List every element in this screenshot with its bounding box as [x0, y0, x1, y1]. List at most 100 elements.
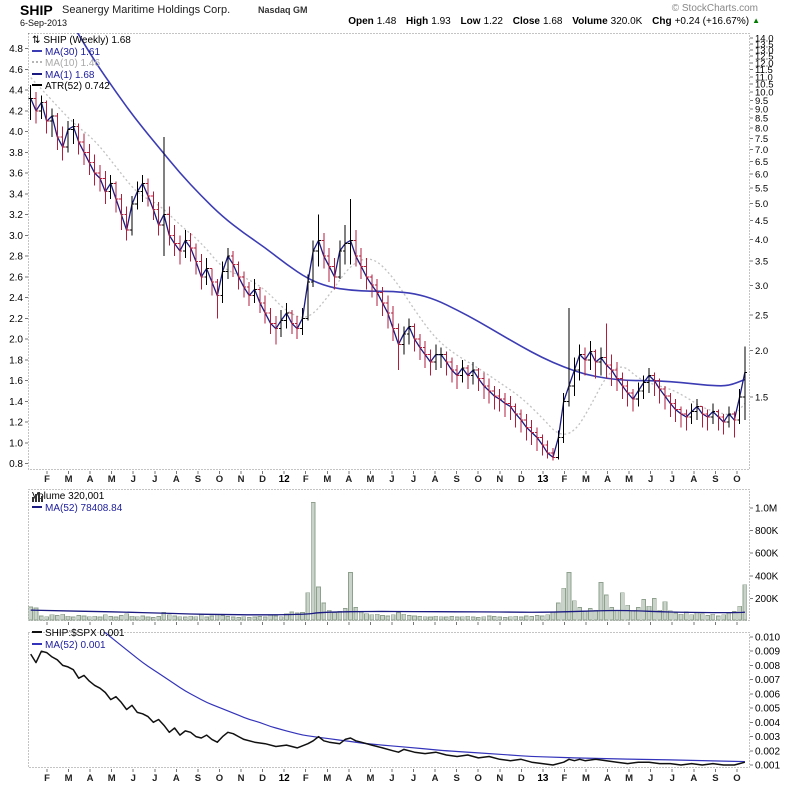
ratio-axis-label: 0.006	[755, 689, 780, 700]
left-price-label: 1.6	[9, 376, 23, 387]
x-axis-label: M	[323, 773, 331, 784]
volume-bar	[497, 616, 502, 621]
volume-bar	[33, 607, 39, 621]
volume-bar	[572, 600, 577, 621]
x-axis-label: 13	[537, 773, 549, 784]
price-bars-series	[28, 84, 748, 461]
volume-bar	[342, 608, 348, 621]
x-axis-label: A	[87, 474, 94, 485]
volume-bar	[369, 614, 375, 621]
volume-bar	[716, 615, 721, 621]
x-axis-label: 12	[279, 474, 291, 485]
volume-bar	[662, 601, 668, 621]
right-price-label: 10.0	[755, 88, 774, 99]
volume-bar	[454, 616, 460, 621]
left-price-label: 2.6	[9, 272, 23, 283]
volume-bar	[135, 616, 140, 621]
right-price-label: 4.5	[755, 216, 768, 227]
volume-bar	[65, 615, 71, 621]
ratio-chart-panel: 0.010 0.009 0.008 0.007 0.006 0.005 0.004 0.003…	[28, 632, 780, 784]
chart-date: 6-Sep-2013	[20, 18, 68, 28]
volume-bar	[167, 614, 172, 621]
volume-bar	[337, 611, 343, 621]
volume-bar	[417, 616, 423, 621]
panel-border	[28, 489, 750, 621]
x-axis-label: A	[87, 773, 94, 784]
volume-bar	[257, 616, 263, 621]
copyright-label: © StockCharts.com	[671, 3, 758, 14]
volume-bar	[444, 616, 449, 621]
volume-bar	[230, 616, 236, 621]
volume-bar	[566, 572, 572, 621]
x-axis-label: A	[604, 474, 611, 485]
exchange-name: Nasdaq GM	[258, 5, 308, 15]
x-axis-label: M	[366, 474, 374, 485]
x-axis-label: M	[65, 773, 73, 784]
price-legend: ⇅ SHIP (Weekly) 1.68 MA(30) 1.61 MA(10) 1…	[32, 35, 131, 93]
volume-bar	[294, 612, 300, 621]
volume-bar	[124, 613, 129, 621]
x-axis-label: M	[108, 773, 116, 784]
volume-bar	[44, 616, 49, 621]
volume-bar	[657, 609, 662, 621]
chg-label: Chg	[652, 16, 672, 27]
volume-bar	[161, 612, 167, 621]
volume-bar	[465, 615, 471, 621]
volume-bar	[433, 615, 439, 621]
volume-bar	[582, 610, 588, 621]
ma1-swatch-icon	[32, 72, 42, 75]
x-axis-label: A	[690, 773, 697, 784]
volume-bar	[199, 614, 204, 621]
price-style-icon: ⇅	[32, 35, 41, 46]
x-axis-label: D	[518, 474, 525, 485]
volume-value: 320.0K	[610, 16, 643, 27]
x-axis-label: J	[648, 773, 653, 784]
volume-bar	[129, 615, 135, 621]
volume-bar	[289, 611, 295, 621]
volume-legend: Volume 320,001 MA(52) 78408.84	[32, 491, 122, 514]
x-axis-label: N	[238, 773, 245, 784]
volume-axis-label: 600K	[755, 549, 779, 560]
x-axis-label: S	[195, 474, 201, 485]
volume-bars-series	[28, 502, 748, 621]
volume-bar	[508, 616, 513, 621]
volume-bar	[630, 610, 636, 621]
x-axis-label: S	[453, 474, 459, 485]
close-value: 1.68	[543, 16, 563, 27]
right-price-label: 2.0	[755, 346, 768, 357]
right-price-label: 13.5	[755, 39, 774, 50]
x-axis-label: M	[625, 773, 633, 784]
price-legend-symbol: SHIP (Weekly) 1.68	[43, 35, 131, 46]
volume-bar	[481, 616, 487, 621]
right-price-label: 8.0	[755, 123, 768, 134]
x-axis-label: J	[411, 474, 416, 485]
x-axis-label: S	[195, 773, 201, 784]
volume-bar	[284, 613, 289, 621]
right-price-label: 4.0	[755, 235, 768, 246]
ratio-ma-swatch-icon	[32, 642, 42, 645]
left-price-label: 4.8	[9, 44, 23, 55]
volume-bar	[39, 615, 44, 621]
volume-bar	[145, 616, 151, 621]
volume-bar	[151, 617, 156, 621]
volume-chart-panel: 1.0M 800K 600K 400K 200K	[28, 489, 779, 625]
x-axis-label: F	[562, 773, 568, 784]
volume-bar	[396, 612, 401, 621]
volume-bar	[193, 616, 199, 621]
volume-bar	[593, 609, 598, 621]
left-price-label: 2.8	[9, 252, 23, 263]
volume-bar	[598, 582, 604, 621]
volume-bar	[428, 616, 433, 621]
volume-bar	[87, 616, 92, 621]
volume-bar	[742, 584, 748, 621]
volume-bar	[545, 614, 550, 621]
volume-bar	[486, 615, 492, 621]
volume-bar	[668, 610, 673, 621]
x-axis-label: A	[690, 474, 697, 485]
volume-bar	[246, 617, 252, 621]
volume-axis-label: 800K	[755, 526, 779, 537]
volume-bar	[76, 615, 81, 621]
volume-bar	[225, 616, 231, 621]
volume-bar	[204, 616, 209, 621]
chart-header: SHIP Seanergy Maritime Holdings Corp. Na…	[0, 0, 800, 32]
